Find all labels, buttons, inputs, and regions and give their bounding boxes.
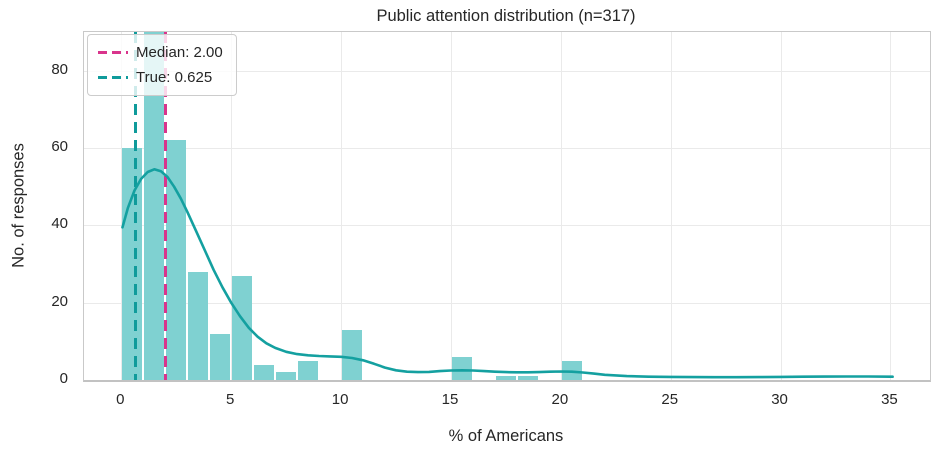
histogram-bar: [495, 376, 516, 380]
histogram-bar: [298, 360, 319, 380]
legend-label-true: True: 0.625: [136, 69, 213, 86]
x-tick-label: 35: [881, 391, 898, 408]
vertical-gridline: [231, 32, 233, 380]
chart-title: Public attention distribution (n=317): [376, 7, 636, 25]
median-dashed-line-swatch: [98, 51, 128, 54]
histogram-bar: [188, 271, 209, 380]
horizontal-gridline: [84, 225, 930, 227]
histogram-bar: [232, 275, 253, 380]
y-tick-label: 20: [51, 292, 68, 310]
histogram-bar: [342, 329, 363, 380]
vertical-gridline: [121, 32, 123, 380]
histogram-bar: [451, 356, 472, 380]
x-tick-label: 0: [116, 391, 125, 408]
plot-area: Median: 2.00 True: 0.625: [83, 31, 931, 382]
vertical-gridline: [780, 32, 782, 380]
true-dashed-line-swatch: [98, 76, 128, 79]
x-tick-label: 25: [661, 391, 679, 408]
vertical-gridline: [560, 32, 562, 380]
true-reference-line: [133, 32, 137, 380]
x-tick-label: 30: [771, 391, 788, 408]
y-tick-label: 60: [51, 138, 68, 155]
y-axis-label: No. of responses: [9, 143, 28, 268]
legend-item-true: True: 0.625: [98, 68, 223, 87]
x-tick-label: 5: [226, 391, 235, 408]
legend: Median: 2.00 True: 0.625: [87, 34, 237, 96]
y-tick-label: 0: [59, 370, 68, 387]
legend-label-median: Median: 2.00: [136, 44, 223, 61]
histogram-bar: [561, 360, 582, 380]
horizontal-gridline: [84, 302, 930, 304]
vertical-gridline: [890, 32, 892, 380]
x-tick-label: 10: [331, 391, 349, 408]
x-tick-label: 20: [551, 391, 569, 408]
histogram-bar: [254, 364, 275, 380]
kde-polyline: [121, 168, 894, 379]
legend-item-median: Median: 2.00: [98, 43, 223, 62]
histogram-bar: [276, 372, 297, 380]
histogram-bar: [210, 333, 231, 380]
histogram-bar: [144, 32, 165, 380]
horizontal-gridline: [84, 148, 930, 149]
vertical-gridline: [670, 32, 672, 380]
median-reference-line: [163, 32, 167, 380]
y-tick-label: 80: [51, 60, 68, 78]
horizontal-gridline: [84, 70, 930, 72]
vertical-gridline: [450, 32, 452, 380]
y-tick-label: 40: [51, 215, 68, 233]
x-axis-label: % of Americans: [448, 427, 564, 445]
histogram-bar: [517, 376, 538, 380]
kde-curve: [121, 168, 894, 379]
x-tick-label: 15: [441, 391, 459, 408]
vertical-gridline: [341, 32, 343, 380]
